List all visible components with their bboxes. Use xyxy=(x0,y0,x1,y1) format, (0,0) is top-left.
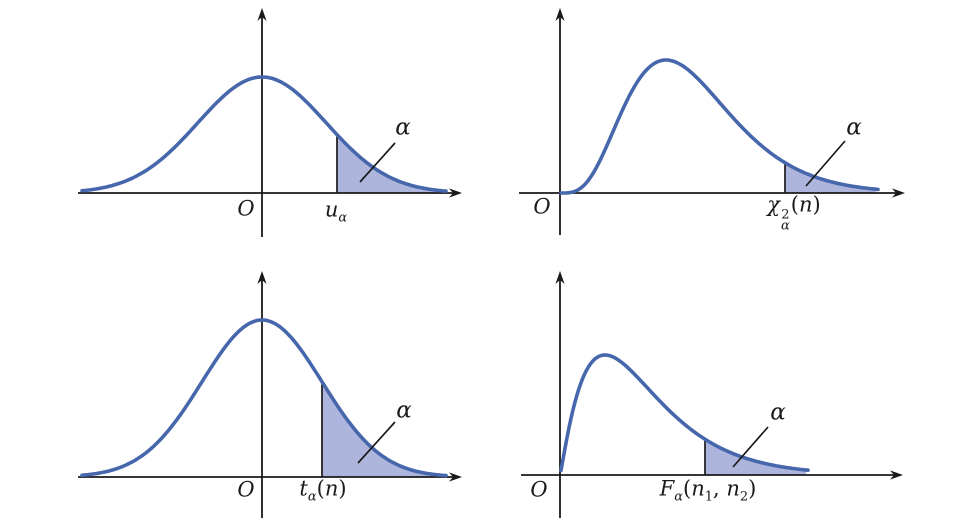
standard-normal-y-axis-arrow-icon xyxy=(257,8,267,21)
t-distribution-alpha-pointer-line xyxy=(357,421,396,464)
chi-square-y-axis-arrow-icon xyxy=(555,8,565,21)
t-distribution-x-axis-arrow-icon xyxy=(449,472,462,482)
chi-square-critical-value-label: χ 2 α (n) xyxy=(767,192,821,234)
f-distribution-y-axis-arrow-icon xyxy=(555,271,565,284)
t-distribution-y-axis-arrow-icon xyxy=(257,271,267,284)
standard-normal-tail-fill xyxy=(337,134,444,193)
chi-square-x-axis-arrow-icon xyxy=(892,188,905,198)
f-distribution-alpha-pointer-line xyxy=(732,426,769,468)
standard-normal-x-axis-arrow-icon xyxy=(449,188,462,198)
chi-square-origin-label: O xyxy=(533,194,551,219)
f-tail-area-label: α xyxy=(770,399,786,426)
f-critical-value-label: Fα(n1, n2) xyxy=(659,476,757,505)
t-tail-area-label: α xyxy=(396,397,412,424)
standard-normal-alpha-pointer-line xyxy=(359,142,396,183)
f-distribution-density-curve xyxy=(559,353,810,473)
panel-f-distribution xyxy=(521,271,903,518)
f-origin-label: O xyxy=(530,477,548,502)
panel-standard-normal xyxy=(78,8,462,237)
t-origin-label: O xyxy=(237,477,255,502)
normal-origin-label: O xyxy=(237,196,255,221)
panel-t-distribution xyxy=(78,271,462,518)
t-distribution-density-curve xyxy=(80,318,448,478)
chi-square-tail-area-label: α xyxy=(846,114,862,141)
standard-normal-density-curve xyxy=(80,75,448,193)
chi-square-density-curve xyxy=(559,58,880,195)
f-distribution-x-axis-arrow-icon xyxy=(890,470,903,480)
normal-tail-area-label: α xyxy=(395,114,411,141)
normal-critical-value-label: uα xyxy=(324,197,348,226)
t-distribution-tail-fill xyxy=(322,381,444,477)
t-critical-value-label: tα(n) xyxy=(299,476,347,505)
f-distribution-tail-fill xyxy=(705,439,806,475)
panel-chi-square xyxy=(519,8,905,235)
chi-square-tail-fill xyxy=(785,162,876,193)
chi-square-alpha-pointer-line xyxy=(805,140,846,187)
